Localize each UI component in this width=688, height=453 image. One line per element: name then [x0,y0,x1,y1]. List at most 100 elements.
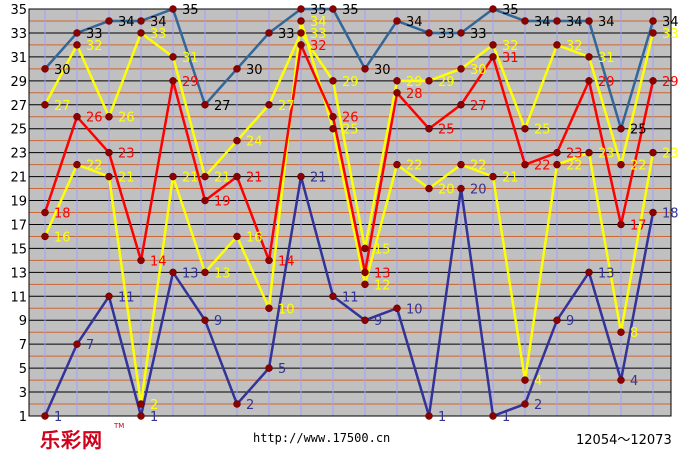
data-label: 22 [534,159,551,174]
data-label: 33 [150,27,167,42]
data-point [233,400,241,408]
data-label: 22 [406,159,423,174]
data-point [553,160,561,169]
data-point [137,29,145,37]
data-point [169,53,177,61]
data-point [329,292,337,301]
data-point [361,280,369,289]
data-label: 34 [534,15,551,30]
data-point [393,17,401,25]
data-label: 4 [630,374,638,389]
y-tick-label: 19 [10,195,27,210]
y-tick-label: 23 [10,147,27,162]
data-point [137,412,145,420]
data-label: 21 [310,171,327,186]
data-point [329,77,337,85]
data-point [169,172,177,181]
data-point [297,41,305,49]
data-point [425,412,433,420]
data-label: 28 [406,87,423,102]
series-line [44,7,655,130]
data-label: 25 [534,123,551,138]
data-point [361,65,369,73]
data-label: 18 [54,207,71,222]
data-point [329,112,337,121]
data-point [137,17,145,25]
data-point [457,101,465,109]
brand-logo: 乐彩网 [40,428,103,452]
data-point [585,148,593,157]
data-point [169,77,177,85]
data-point [201,196,209,205]
data-label: 1 [438,410,446,425]
data-label: 34 [406,15,423,30]
data-label: 30 [54,63,71,78]
series-line [43,31,655,250]
data-label: 33 [86,27,103,42]
data-label: 13 [182,266,199,281]
data-point [521,376,529,384]
data-label: 34 [598,15,615,30]
data-point [41,412,49,420]
data-point [297,17,305,25]
data-point [73,29,81,37]
data-label: 25 [438,123,455,138]
data-label: 21 [182,171,199,186]
data-label: 33 [470,27,487,42]
data-point [521,160,529,169]
data-label: 34 [662,15,679,30]
data-point [105,112,113,121]
data-label: 26 [86,111,103,126]
data-label: 21 [214,171,231,186]
data-label: 34 [118,15,135,30]
data-label: 34 [310,15,327,30]
data-point [233,65,241,73]
data-point [297,172,305,181]
y-tick-label: 7 [19,338,27,353]
data-point [617,328,625,336]
data-point [329,5,337,13]
data-label: 32 [310,39,327,54]
data-point [73,160,81,169]
data-label: 34 [150,15,167,30]
data-label: 23 [566,147,583,162]
data-label: 16 [246,230,263,245]
data-point [265,29,273,37]
data-label: 35 [182,3,199,18]
data-point [297,5,305,13]
data-label: 22 [630,159,647,174]
data-point [169,268,177,277]
data-point [265,364,273,372]
data-label: 19 [214,195,231,210]
data-point [649,17,657,25]
data-point [201,101,209,109]
data-label: 22 [470,159,487,174]
data-label: 32 [86,39,103,54]
data-point [393,304,401,313]
data-label: 16 [54,230,71,245]
data-point [585,17,593,25]
data-label: 32 [566,39,583,54]
data-label: 34 [566,15,583,30]
data-label: 29 [182,75,199,90]
data-label: 35 [342,3,359,18]
data-label: 1 [54,410,62,425]
data-label: 17 [630,218,647,233]
data-label: 33 [278,27,295,42]
y-tick-label: 21 [10,171,27,186]
site-url[interactable]: http://www.17500.cn [253,431,391,445]
data-point [361,268,369,277]
data-point [585,53,593,61]
y-tick-label: 11 [10,290,27,305]
data-label: 33 [662,27,679,42]
data-label: 11 [118,290,135,305]
data-label: 7 [86,338,94,353]
data-label: 9 [566,314,574,329]
data-point [297,29,305,37]
data-label: 15 [374,242,391,257]
data-label: 24 [246,135,263,150]
data-label: 33 [438,27,455,42]
data-label: 13 [374,266,391,281]
